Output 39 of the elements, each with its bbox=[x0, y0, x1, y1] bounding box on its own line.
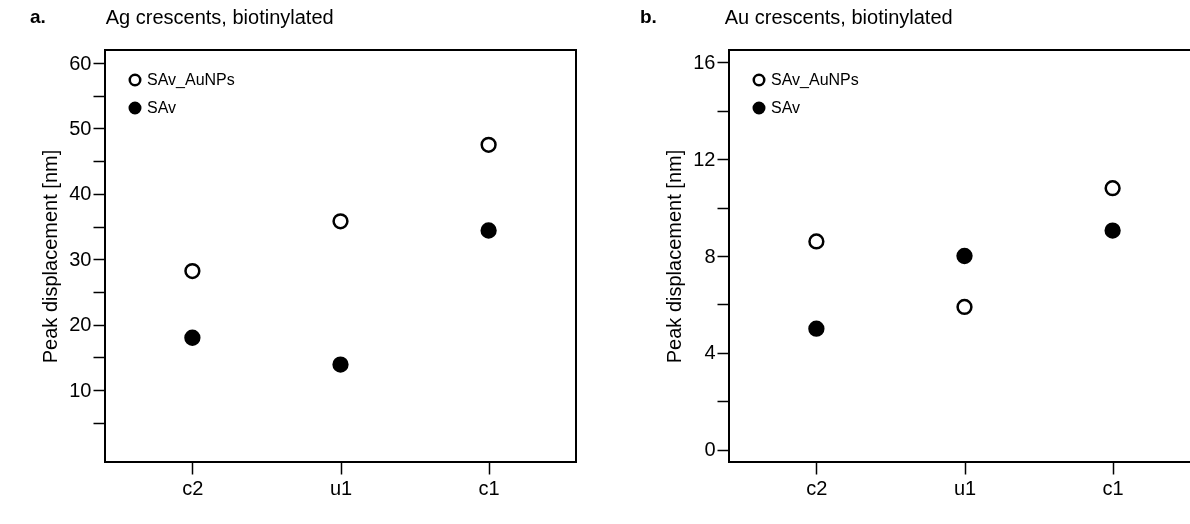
legend-label: SAv_AuNPs bbox=[771, 71, 859, 89]
text: b. bbox=[640, 6, 657, 28]
x-tick-label: c2 bbox=[806, 476, 828, 499]
y-tick-label: 30 bbox=[69, 247, 92, 270]
point bbox=[956, 247, 973, 265]
text: a. bbox=[30, 6, 46, 28]
y-tick-label: 0 bbox=[704, 438, 716, 461]
point bbox=[808, 233, 825, 250]
point bbox=[184, 329, 201, 346]
point bbox=[184, 262, 201, 280]
y-tick-label: 40 bbox=[69, 182, 92, 205]
x-tick-label: u1 bbox=[329, 476, 353, 499]
legend-label: SAv_AuNPs bbox=[147, 71, 235, 89]
chart-title: Ag crescents, biotinylated bbox=[105, 6, 334, 28]
x-tick-label: u1 bbox=[953, 476, 977, 499]
chart-title: Au crescents, biotinylated bbox=[724, 6, 953, 28]
y-tick-label: 8 bbox=[704, 244, 716, 267]
point bbox=[480, 222, 497, 239]
point bbox=[956, 298, 973, 316]
legend-label: SAv bbox=[147, 99, 177, 116]
point bbox=[1104, 180, 1121, 197]
x-tick-label: c1 bbox=[1102, 476, 1124, 499]
point bbox=[1104, 222, 1121, 239]
y-tick-label: 60 bbox=[69, 51, 92, 74]
point bbox=[480, 136, 497, 153]
y-tick-label: 10 bbox=[69, 378, 92, 401]
point bbox=[332, 356, 349, 373]
y-tick-label: 16 bbox=[693, 50, 716, 73]
x-tick-label: c2 bbox=[182, 476, 204, 499]
y-axis-title: Peak displacement [nm] bbox=[663, 149, 686, 364]
x-tick-label: c1 bbox=[478, 476, 500, 499]
y-tick-label: 4 bbox=[704, 341, 716, 364]
y-tick-label: 20 bbox=[69, 313, 92, 336]
y-tick-label: 12 bbox=[693, 147, 716, 170]
point bbox=[332, 213, 349, 230]
point bbox=[808, 320, 825, 337]
y-axis-title: Peak displacement [nm] bbox=[39, 149, 62, 364]
y-tick-label: 50 bbox=[69, 116, 92, 139]
legend-label: SAv bbox=[771, 99, 801, 116]
